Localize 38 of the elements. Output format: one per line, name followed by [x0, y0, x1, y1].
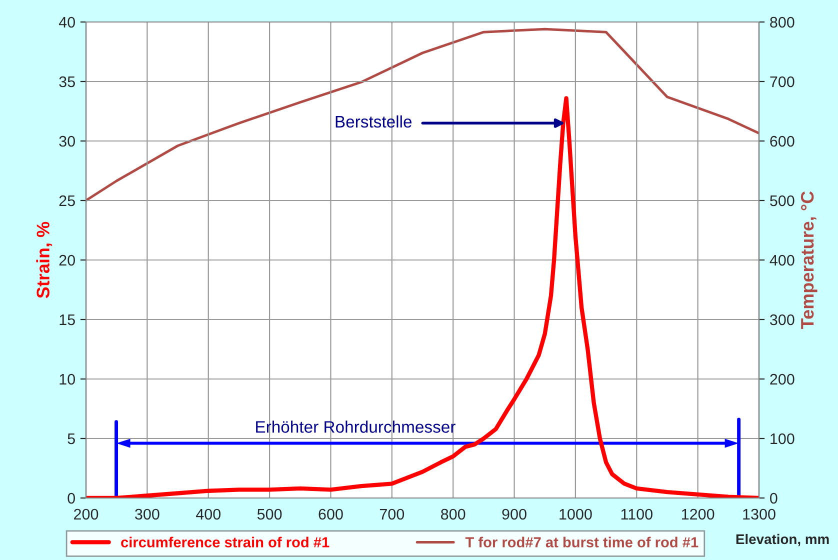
- legend-label: T for rod#7 at burst time of rod #1: [465, 536, 698, 548]
- y2-tick-label: 0: [770, 492, 778, 504]
- y-tick-label: 25: [59, 195, 75, 206]
- y2-tick-label: 500: [770, 195, 794, 206]
- x-tick-label: 200: [74, 508, 98, 520]
- x-tick-label: 500: [257, 508, 282, 520]
- x-axis-title: Elevation, mm: [736, 534, 829, 546]
- annotation: Erhöhter Rohrdurchmesser: [256, 420, 456, 433]
- y2-tick-label: 700: [770, 76, 794, 88]
- y2-tick-label: 300: [770, 314, 794, 326]
- y-tick-label: 20: [59, 254, 75, 266]
- legend-label: circumference strain of rod #1: [121, 536, 330, 548]
- x-tick-label: 800: [441, 508, 466, 520]
- x-tick-label: 1000: [560, 508, 592, 520]
- y2-tick-label: 100: [770, 433, 794, 444]
- x-tick-label: 300: [135, 508, 160, 520]
- line-series: [86, 28, 759, 202]
- y-tick-label: 35: [59, 76, 75, 88]
- x-tick-label: 1200: [682, 508, 714, 520]
- y2-tick-label: 600: [770, 136, 794, 147]
- y-tick-label: 30: [59, 136, 75, 147]
- y-tick-label: 15: [60, 314, 75, 326]
- annotation: Berststelle: [336, 115, 412, 128]
- y2-tick-label: 800: [770, 16, 794, 28]
- x-tick-label: 1300: [743, 508, 776, 520]
- y-tick-label: 0: [68, 492, 75, 504]
- y2-axis-title: Temperature, °C: [800, 191, 818, 329]
- x-tick-label: 600: [318, 508, 343, 520]
- x-tick-label: 400: [196, 508, 221, 520]
- y-tick-label: 5: [68, 434, 75, 444]
- y-axis-title: Strain, %: [36, 222, 52, 298]
- x-tick-label: 900: [502, 508, 526, 520]
- y-tick-label: 40: [58, 16, 75, 28]
- y2-tick-label: 400: [770, 254, 794, 266]
- y-tick-label: 10: [60, 374, 75, 385]
- y2-tick-label: 200: [770, 374, 794, 385]
- x-tick-label: 700: [380, 508, 404, 520]
- x-tick-label: 1100: [621, 508, 652, 520]
